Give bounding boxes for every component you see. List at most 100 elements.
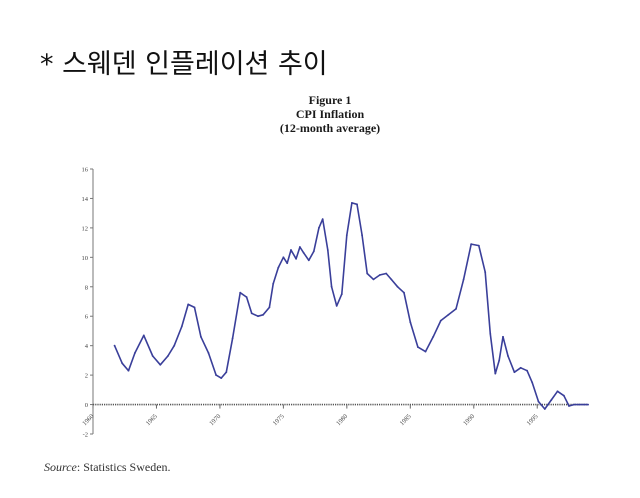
data-point (462, 278, 465, 281)
data-point (390, 278, 393, 281)
data-point (159, 363, 162, 366)
data-point (587, 403, 589, 406)
data-point (470, 243, 473, 246)
data-point (286, 262, 289, 265)
data-point (537, 400, 540, 403)
data-point (556, 390, 559, 393)
data-point (396, 285, 399, 288)
data-point (245, 296, 248, 298)
data-point (345, 234, 348, 237)
x-tick-label: 1980 (335, 413, 349, 427)
data-point (361, 234, 363, 237)
data-point (351, 202, 353, 204)
y-tick-label: 0 (85, 402, 88, 409)
y-tick-label: 16 (82, 167, 89, 174)
data-point (290, 249, 292, 251)
data-point (568, 405, 570, 407)
data-point (302, 252, 305, 254)
data-point (432, 335, 435, 338)
x-tick-label: 1975 (272, 413, 286, 427)
source-label: Source (44, 460, 77, 474)
data-point (502, 335, 504, 338)
data-point (187, 303, 190, 306)
data-point (318, 227, 320, 229)
data-point (193, 306, 196, 309)
y-tick-label: 4 (85, 343, 89, 350)
data-point (307, 259, 310, 262)
data-point (372, 278, 375, 281)
data-point (173, 344, 176, 347)
x-tick-label: 1990 (462, 413, 476, 427)
data-point (526, 369, 528, 372)
x-tick-label: 1985 (399, 413, 413, 427)
x-tick-label: 1970 (208, 413, 222, 427)
data-point (257, 315, 259, 318)
data-point (498, 359, 501, 362)
data-point (295, 257, 297, 260)
data-point (531, 381, 534, 384)
y-tick-label: 2 (85, 373, 88, 380)
data-point (180, 325, 183, 328)
chart-title: CPI Inflation (295, 107, 365, 121)
data-point (447, 313, 450, 316)
data-point (262, 313, 264, 316)
data-point (207, 352, 210, 354)
y-tick-label: 6 (85, 314, 89, 321)
data-point (282, 256, 285, 259)
data-point (439, 319, 442, 322)
data-point (113, 344, 116, 347)
data-point (583, 403, 586, 406)
data-point (321, 218, 324, 221)
data-point (299, 246, 301, 248)
data-point (200, 335, 202, 338)
source-note: Source: Statistics Sweden. (44, 460, 171, 475)
y-tick-label: -2 (83, 432, 88, 439)
data-point (378, 274, 381, 276)
data-point (507, 355, 509, 357)
data-point (403, 291, 405, 294)
data-point (277, 266, 280, 269)
data-point (330, 285, 333, 288)
y-tick-label: 8 (85, 284, 88, 291)
data-point (519, 366, 522, 369)
chart-plot-area (113, 202, 589, 410)
data-point (550, 399, 553, 401)
y-tick-label: 12 (82, 225, 89, 232)
data-point (272, 282, 275, 285)
data-point (215, 374, 218, 376)
data-point (563, 394, 565, 397)
data-point (477, 244, 480, 247)
data-point (543, 408, 546, 410)
data-point (134, 352, 136, 354)
figure-label: Figure 1 (308, 93, 352, 107)
x-tick-label: 1995 (526, 413, 540, 427)
data-point (417, 346, 419, 348)
data-point (151, 355, 154, 357)
data-point (356, 203, 358, 206)
data-point (489, 333, 492, 335)
data-point (127, 369, 130, 372)
chart-axes (92, 169, 588, 434)
data-point (409, 321, 412, 323)
data-point (494, 372, 497, 375)
data-point (239, 291, 242, 294)
data-point (225, 371, 228, 374)
data-point (578, 403, 580, 406)
data-point (142, 334, 145, 337)
data-point (312, 250, 315, 253)
slide-heading: * 스웨덴 인플레이션 추이 (40, 49, 328, 80)
data-point (573, 403, 575, 406)
data-point (335, 305, 338, 307)
y-tick-label: 14 (82, 196, 89, 203)
data-point (385, 272, 388, 275)
data-point (121, 362, 124, 365)
data-point (220, 377, 223, 379)
data-point (455, 308, 457, 310)
data-point (424, 350, 427, 353)
data-point (167, 355, 169, 357)
data-point (484, 271, 487, 273)
x-tick-label: 1965 (145, 413, 159, 427)
data-point (366, 272, 369, 275)
